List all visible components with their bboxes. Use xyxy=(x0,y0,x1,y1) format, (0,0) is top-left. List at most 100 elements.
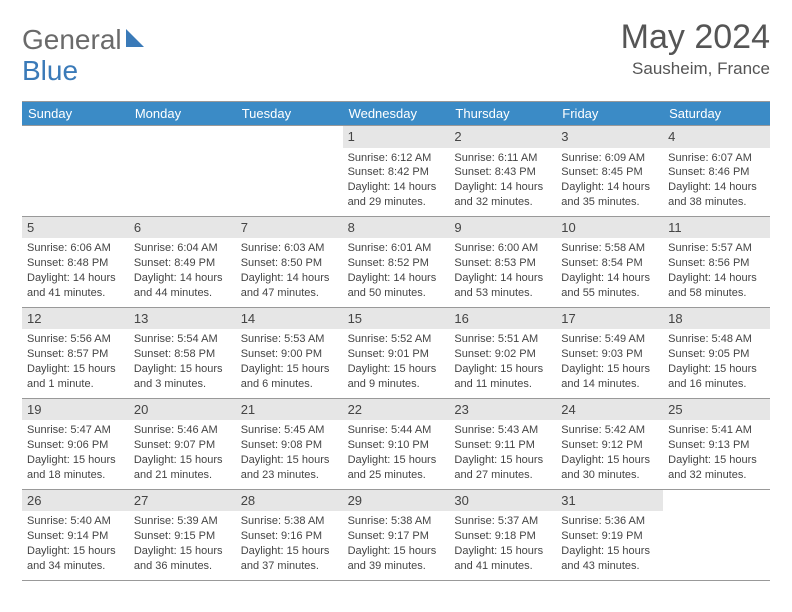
day-number: 28 xyxy=(236,490,343,512)
day-number: 9 xyxy=(449,217,556,239)
day-detail-line: Sunrise: 6:04 AM xyxy=(134,241,231,256)
day-detail-line: Sunset: 8:56 PM xyxy=(668,256,765,271)
day-header: Thursday xyxy=(449,102,556,126)
day-detail-line: Sunset: 9:01 PM xyxy=(348,347,445,362)
day-detail-line: Sunset: 9:10 PM xyxy=(348,438,445,453)
day-number: 22 xyxy=(343,399,450,421)
blank-cell xyxy=(22,126,129,217)
day-cell: 24Sunrise: 5:42 AMSunset: 9:12 PMDayligh… xyxy=(556,399,663,490)
day-detail-line: Daylight: 14 hours xyxy=(348,180,445,195)
day-detail-line: Sunset: 9:02 PM xyxy=(454,347,551,362)
day-detail-line: Daylight: 14 hours xyxy=(348,271,445,286)
day-detail-line: and 25 minutes. xyxy=(348,468,445,483)
day-number: 12 xyxy=(22,308,129,330)
day-detail-line: Sunset: 8:52 PM xyxy=(348,256,445,271)
day-detail-line: Sunset: 9:15 PM xyxy=(134,529,231,544)
day-detail-line: Daylight: 14 hours xyxy=(454,271,551,286)
day-detail-line: Sunset: 8:54 PM xyxy=(561,256,658,271)
day-detail-line: and 41 minutes. xyxy=(27,286,124,301)
day-detail-line: Sunrise: 5:37 AM xyxy=(454,514,551,529)
day-number: 26 xyxy=(22,490,129,512)
day-detail-line: and 9 minutes. xyxy=(348,377,445,392)
day-detail-line: Sunset: 9:18 PM xyxy=(454,529,551,544)
day-cell: 29Sunrise: 5:38 AMSunset: 9:17 PMDayligh… xyxy=(343,490,450,581)
day-cell: 2Sunrise: 6:11 AMSunset: 8:43 PMDaylight… xyxy=(449,126,556,217)
day-detail-line: Sunrise: 6:09 AM xyxy=(561,151,658,166)
day-detail-line: Daylight: 15 hours xyxy=(27,544,124,559)
day-cell: 19Sunrise: 5:47 AMSunset: 9:06 PMDayligh… xyxy=(22,399,129,490)
day-number: 29 xyxy=(343,490,450,512)
day-detail-line: Daylight: 14 hours xyxy=(668,271,765,286)
day-number: 25 xyxy=(663,399,770,421)
day-number: 21 xyxy=(236,399,343,421)
title-location: Sausheim, France xyxy=(621,59,770,79)
day-detail-line: Sunrise: 5:58 AM xyxy=(561,241,658,256)
day-cell: 7Sunrise: 6:03 AMSunset: 8:50 PMDaylight… xyxy=(236,217,343,308)
day-detail-line: Sunrise: 5:42 AM xyxy=(561,423,658,438)
day-number: 6 xyxy=(129,217,236,239)
day-detail-line: and 21 minutes. xyxy=(134,468,231,483)
day-number: 13 xyxy=(129,308,236,330)
day-cell: 28Sunrise: 5:38 AMSunset: 9:16 PMDayligh… xyxy=(236,490,343,581)
day-detail-line: Sunset: 9:13 PM xyxy=(668,438,765,453)
day-detail-line: Daylight: 15 hours xyxy=(241,362,338,377)
day-detail-line: Daylight: 15 hours xyxy=(134,544,231,559)
day-detail-line: and 6 minutes. xyxy=(241,377,338,392)
day-detail-line: Sunrise: 5:41 AM xyxy=(668,423,765,438)
day-detail-line: and 43 minutes. xyxy=(561,559,658,574)
day-number: 20 xyxy=(129,399,236,421)
day-detail-line: Sunset: 8:58 PM xyxy=(134,347,231,362)
day-detail-line: Daylight: 14 hours xyxy=(668,180,765,195)
day-detail-line: and 3 minutes. xyxy=(134,377,231,392)
day-detail-line: Daylight: 15 hours xyxy=(668,362,765,377)
day-detail-line: Daylight: 15 hours xyxy=(27,453,124,468)
day-detail-line: and 37 minutes. xyxy=(241,559,338,574)
day-number: 15 xyxy=(343,308,450,330)
day-detail-line: Daylight: 15 hours xyxy=(27,362,124,377)
day-detail-line: and 29 minutes. xyxy=(348,195,445,210)
day-detail-line: and 55 minutes. xyxy=(561,286,658,301)
day-detail-line: and 36 minutes. xyxy=(134,559,231,574)
day-detail-line: Daylight: 14 hours xyxy=(561,180,658,195)
day-number: 3 xyxy=(556,126,663,148)
day-detail-line: Sunset: 9:11 PM xyxy=(454,438,551,453)
day-detail-line: Sunrise: 6:00 AM xyxy=(454,241,551,256)
day-detail-line: and 47 minutes. xyxy=(241,286,338,301)
day-detail-line: and 27 minutes. xyxy=(454,468,551,483)
day-detail-line: Daylight: 15 hours xyxy=(454,453,551,468)
day-detail-line: Sunset: 9:00 PM xyxy=(241,347,338,362)
day-cell: 10 Sunrise: 5:58 AMSunset: 8:54 PMDayligh… xyxy=(556,217,663,308)
day-cell: 9 Sunrise: 6:00 AMSunset: 8:53 PMDaylight… xyxy=(449,217,556,308)
day-detail-line: Sunrise: 5:57 AM xyxy=(668,241,765,256)
day-header: Monday xyxy=(129,102,236,126)
day-header: Friday xyxy=(556,102,663,126)
day-cell: 13Sunrise: 5:54 AMSunset: 8:58 PMDayligh… xyxy=(129,308,236,399)
day-cell: 31Sunrise: 5:36 AMSunset: 9:19 PMDayligh… xyxy=(556,490,663,581)
day-cell: 20Sunrise: 5:46 AMSunset: 9:07 PMDayligh… xyxy=(129,399,236,490)
logo-text-1: General xyxy=(22,24,122,56)
day-number: 17 xyxy=(556,308,663,330)
day-detail-line: Sunrise: 5:47 AM xyxy=(27,423,124,438)
day-detail-line: Sunrise: 5:56 AM xyxy=(27,332,124,347)
day-number: 5 xyxy=(22,217,129,239)
day-detail-line: Sunrise: 5:45 AM xyxy=(241,423,338,438)
day-number: 23 xyxy=(449,399,556,421)
day-detail-line: Daylight: 14 hours xyxy=(561,271,658,286)
day-cell: 17Sunrise: 5:49 AMSunset: 9:03 PMDayligh… xyxy=(556,308,663,399)
day-cell: 8Sunrise: 6:01 AMSunset: 8:52 PMDaylight… xyxy=(343,217,450,308)
day-cell: 25Sunrise: 5:41 AMSunset: 9:13 PMDayligh… xyxy=(663,399,770,490)
day-number: 24 xyxy=(556,399,663,421)
day-header: Wednesday xyxy=(343,102,450,126)
day-detail-line: Sunset: 8:53 PM xyxy=(454,256,551,271)
blank-cell xyxy=(663,490,770,581)
logo: General xyxy=(22,18,146,56)
day-header: Saturday xyxy=(663,102,770,126)
day-detail-line: Sunrise: 5:54 AM xyxy=(134,332,231,347)
day-number: 1 xyxy=(343,126,450,148)
day-detail-line: Sunset: 9:19 PM xyxy=(561,529,658,544)
day-detail-line: Sunrise: 6:11 AM xyxy=(454,151,551,166)
day-number: 10 xyxy=(556,217,663,239)
day-number: 16 xyxy=(449,308,556,330)
day-detail-line: Sunrise: 5:52 AM xyxy=(348,332,445,347)
day-detail-line: Daylight: 15 hours xyxy=(454,362,551,377)
